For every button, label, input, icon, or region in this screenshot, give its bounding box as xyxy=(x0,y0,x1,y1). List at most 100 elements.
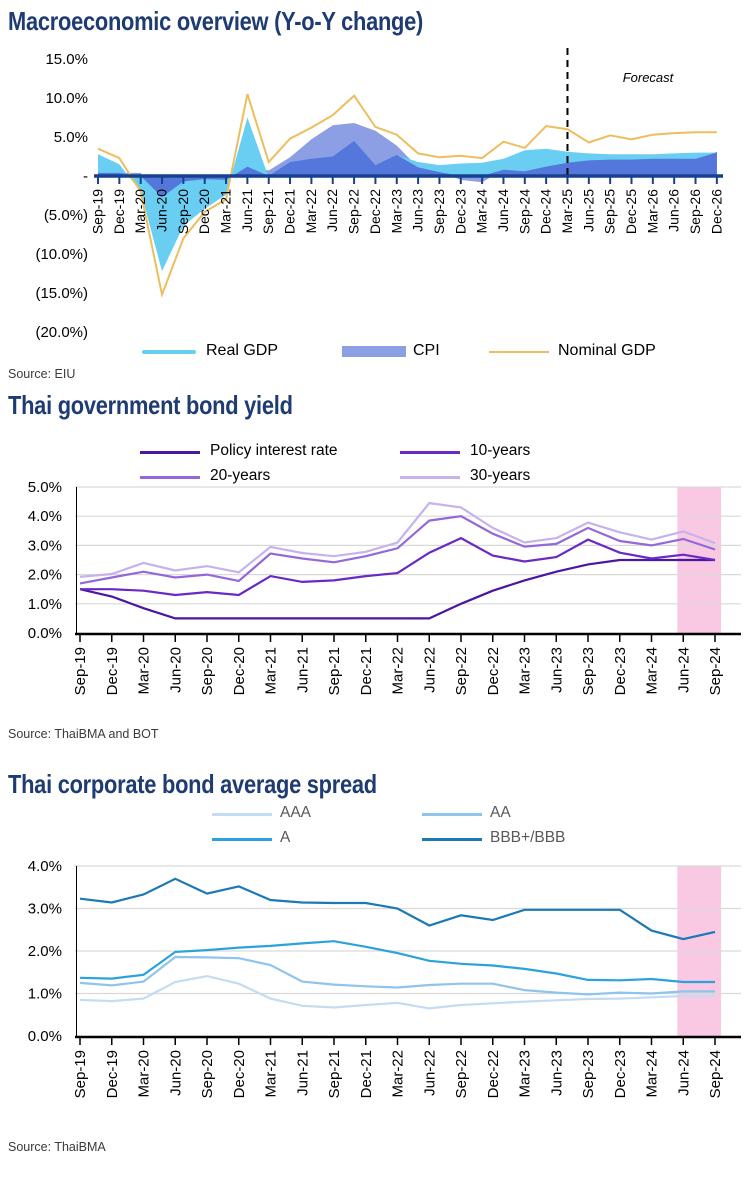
x-label: Mar-23 xyxy=(517,647,534,695)
macro-x-label: Mar-23 xyxy=(388,189,404,234)
x-label: Dec-19 xyxy=(104,1050,121,1098)
x-label: Mar-20 xyxy=(136,1050,153,1098)
macro-x-label: Mar-21 xyxy=(218,189,234,234)
y-label: 3.0% xyxy=(28,901,62,918)
x-label: Dec-22 xyxy=(485,647,502,695)
a-legend-swatch xyxy=(212,838,272,841)
30-years-legend-swatch xyxy=(400,476,460,479)
x-label: Jun-20 xyxy=(167,1050,184,1096)
x-label: Sep-20 xyxy=(199,1050,216,1098)
x-label: Dec-20 xyxy=(231,1050,248,1098)
macro-x-label: Sep-25 xyxy=(602,189,618,234)
macro-x-label: Dec-26 xyxy=(708,189,724,234)
macro-x-label: Sep-21 xyxy=(260,189,276,234)
macro-y-label: 5.0% xyxy=(54,129,88,146)
x-label: Mar-22 xyxy=(390,647,407,695)
macro-y-label: (10.0%) xyxy=(35,246,88,263)
10-years-legend-swatch xyxy=(400,451,460,454)
macro-y-label: (20.0%) xyxy=(35,324,88,341)
y-label: 5.0% xyxy=(28,479,62,496)
x-label: Dec-20 xyxy=(231,647,248,695)
macro-chart-source: Source: EIU xyxy=(8,367,76,381)
macro-x-label: Jun-26 xyxy=(666,189,682,232)
y-label: 4.0% xyxy=(28,858,62,875)
macro-x-label: Sep-26 xyxy=(687,189,703,234)
20-years-line xyxy=(79,515,716,585)
BBB+/BBB-line xyxy=(79,877,716,941)
x-label: Jun-21 xyxy=(294,1050,311,1096)
corp-spread-chart-source: Source: ThaiBMA xyxy=(8,1140,106,1154)
x-label: Dec-19 xyxy=(104,647,121,695)
macro-x-label: Sep-23 xyxy=(431,189,447,234)
x-label: Jun-22 xyxy=(421,647,438,693)
aa-legend-label: AA xyxy=(490,804,511,821)
macro-x-label: Dec-22 xyxy=(367,189,383,234)
macro-y-label: - xyxy=(83,168,88,185)
nominal-gdp-line xyxy=(97,93,717,299)
macro-y-label: 15.0% xyxy=(45,51,88,68)
macro-x-label: Dec-20 xyxy=(196,189,212,234)
x-label: Mar-22 xyxy=(390,1050,407,1098)
30-years-legend-label: 30-years xyxy=(470,467,531,484)
macro-x-label: Jun-24 xyxy=(495,189,511,232)
macro-x-label: Jun-20 xyxy=(154,189,170,232)
macro-chart-title: Macroeconomic overview (Y-o-Y change) xyxy=(8,6,424,36)
y-label: 3.0% xyxy=(28,537,62,554)
x-label: Jun-23 xyxy=(548,1050,565,1096)
x-label: Sep-20 xyxy=(199,647,216,695)
AAA-line xyxy=(79,974,716,1010)
macro-y-label: (15.0%) xyxy=(35,285,88,302)
macro-x-label: Mar-24 xyxy=(474,189,490,234)
macro-x-label: Jun-22 xyxy=(324,189,340,232)
Policy interest rate-line xyxy=(79,558,715,620)
macro-x-label: Dec-21 xyxy=(282,189,298,234)
x-label: Mar-24 xyxy=(644,647,661,695)
cpi-legend-swatch xyxy=(342,346,406,357)
bbb-legend-swatch xyxy=(422,838,482,841)
real-gdp-area xyxy=(98,117,717,272)
x-label: Jun-23 xyxy=(548,647,565,693)
real-gdp-legend-swatch xyxy=(142,350,196,354)
macro-x-label: Sep-19 xyxy=(90,189,106,234)
y-label: 1.0% xyxy=(28,986,62,1003)
x-label: Jun-22 xyxy=(421,1050,438,1096)
gov-bond-chart-source: Source: ThaiBMA and BOT xyxy=(8,727,159,741)
gdp-cpi-overlap-area xyxy=(98,140,717,198)
macro-x-label: Dec-23 xyxy=(452,189,468,234)
x-label: Mar-21 xyxy=(263,647,280,695)
aaa-legend-swatch xyxy=(212,813,272,816)
20-years-legend-label: 20-years xyxy=(210,467,271,484)
y-label: 2.0% xyxy=(28,567,62,584)
macro-x-label: Mar-20 xyxy=(132,189,148,234)
x-label: Sep-19 xyxy=(72,647,89,695)
x-label: Mar-23 xyxy=(517,1050,534,1098)
x-label: Sep-21 xyxy=(326,1050,343,1098)
real-gdp-legend-label: Real GDP xyxy=(206,342,279,359)
forecast-annotation: Forecast xyxy=(622,70,674,85)
macro-y-label: 10.0% xyxy=(45,90,88,107)
x-label: Dec-21 xyxy=(358,1050,375,1098)
macro-x-label: Mar-22 xyxy=(303,189,319,234)
macro-x-label: Jun-23 xyxy=(410,189,426,232)
macro-x-label: Mar-25 xyxy=(559,189,575,234)
cpi-legend-label: CPI xyxy=(413,342,440,359)
gov-bond-chart-title: Thai government bond yield xyxy=(8,390,293,420)
x-label: Jun-24 xyxy=(675,647,692,693)
macro-x-label: Dec-24 xyxy=(538,189,554,234)
A-line xyxy=(79,940,715,984)
x-label: Dec-21 xyxy=(358,647,375,695)
macro-x-label: Dec-25 xyxy=(623,189,639,234)
bbb-legend-label: BBB+/BBB xyxy=(490,829,566,846)
x-label: Jun-20 xyxy=(167,647,184,693)
y-label: 2.0% xyxy=(28,943,62,960)
x-label: Mar-21 xyxy=(263,1050,280,1098)
macro-x-label: Mar-26 xyxy=(644,189,660,234)
nominal-gdp-legend-swatch xyxy=(489,351,549,353)
x-label: Sep-24 xyxy=(707,1050,724,1098)
x-label: Jun-24 xyxy=(675,1050,692,1096)
y-label: 4.0% xyxy=(28,508,62,525)
x-label: Mar-24 xyxy=(644,1050,661,1098)
x-label: Sep-23 xyxy=(580,647,597,695)
